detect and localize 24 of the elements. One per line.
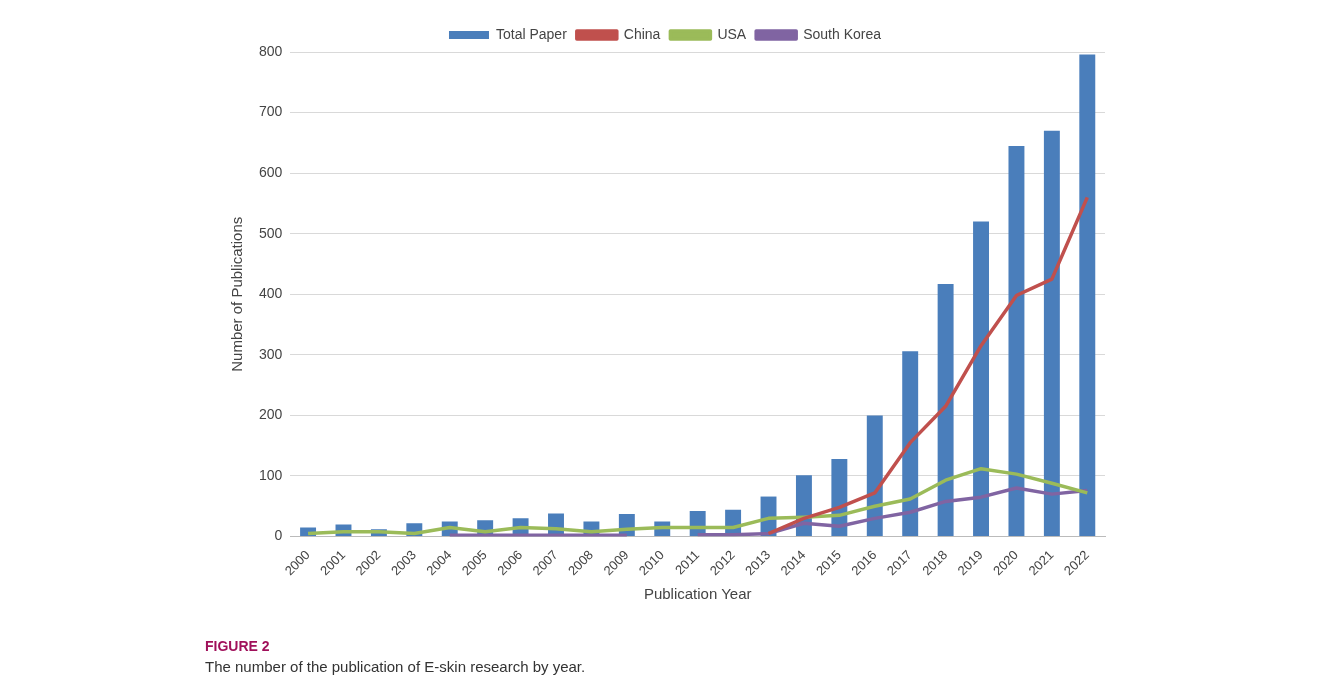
bar: [1079, 54, 1096, 537]
y-axis-title: Number of Publications: [228, 216, 246, 372]
y-tick-label: 400: [259, 285, 283, 302]
text: The number of the publication of E-skin research by year.: [205, 658, 586, 675]
y-tick-label: 700: [259, 103, 283, 120]
legend-label: Total Paper: [495, 25, 568, 42]
y-tick-label: 600: [259, 163, 283, 180]
y-tick-label: 200: [259, 406, 283, 423]
legend-label: China: [623, 25, 661, 42]
y-tick-label: 0: [274, 527, 283, 544]
bar: [902, 351, 919, 537]
x-axis-title: Publication Year: [643, 585, 752, 603]
bar: [937, 283, 954, 537]
legend-label: South Korea: [803, 25, 882, 42]
y-tick-label: 100: [259, 466, 283, 483]
bar: [1043, 130, 1060, 537]
legend-label: USA: [717, 25, 747, 42]
bar: [866, 415, 883, 537]
y-tick-label: 300: [259, 345, 283, 362]
y-tick-label: 500: [259, 224, 283, 241]
bar: [973, 221, 989, 537]
bar: [1008, 145, 1025, 537]
y-tick-label: 800: [259, 42, 283, 59]
caption: FIGURE 2: [205, 638, 271, 654]
